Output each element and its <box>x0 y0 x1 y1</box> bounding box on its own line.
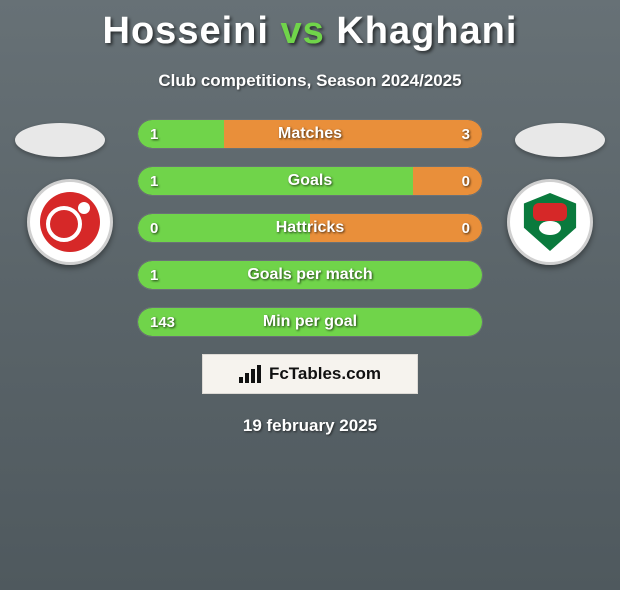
player2-name: Khaghani <box>336 10 517 52</box>
player2-oval <box>515 123 605 157</box>
player1-oval <box>15 123 105 157</box>
stat-bars: Matches13Goals10Hattricks00Goals per mat… <box>137 119 483 337</box>
stat-fill-right <box>413 167 482 195</box>
player1-name: Hosseini <box>103 10 269 52</box>
stat-value-right: 0 <box>462 214 470 242</box>
subtitle: Club competitions, Season 2024/2025 <box>0 71 620 91</box>
comparison-stage: Matches13Goals10Hattricks00Goals per mat… <box>0 119 620 436</box>
watermark: FcTables.com <box>202 354 418 394</box>
watermark-text: FcTables.com <box>269 364 381 384</box>
stat-row: Goals10 <box>137 166 483 196</box>
stat-row: Matches13 <box>137 119 483 149</box>
stat-fill-left <box>138 261 482 289</box>
stat-value-left: 1 <box>150 167 158 195</box>
stat-fill-left <box>138 214 310 242</box>
stat-value-right: 3 <box>462 120 470 148</box>
stat-fill-right <box>224 120 482 148</box>
stat-value-left: 0 <box>150 214 158 242</box>
team1-badge <box>27 179 113 265</box>
team1-logo-icon <box>40 192 100 252</box>
stat-row: Hattricks00 <box>137 213 483 243</box>
stat-value-left: 1 <box>150 261 158 289</box>
stat-row: Goals per match1 <box>137 260 483 290</box>
stat-value-left: 1 <box>150 120 158 148</box>
vs-text: vs <box>280 10 324 52</box>
stat-fill-left <box>138 308 482 336</box>
team2-badge <box>507 179 593 265</box>
watermark-chart-icon <box>239 365 261 383</box>
comparison-date: 19 february 2025 <box>0 416 620 436</box>
team2-logo-icon <box>521 193 579 251</box>
stat-fill-left <box>138 167 413 195</box>
stat-value-right: 0 <box>462 167 470 195</box>
stat-row: Min per goal143 <box>137 307 483 337</box>
comparison-title: Hosseini vs Khaghani <box>0 10 620 53</box>
stat-value-left: 143 <box>150 308 175 336</box>
stat-fill-right <box>310 214 482 242</box>
